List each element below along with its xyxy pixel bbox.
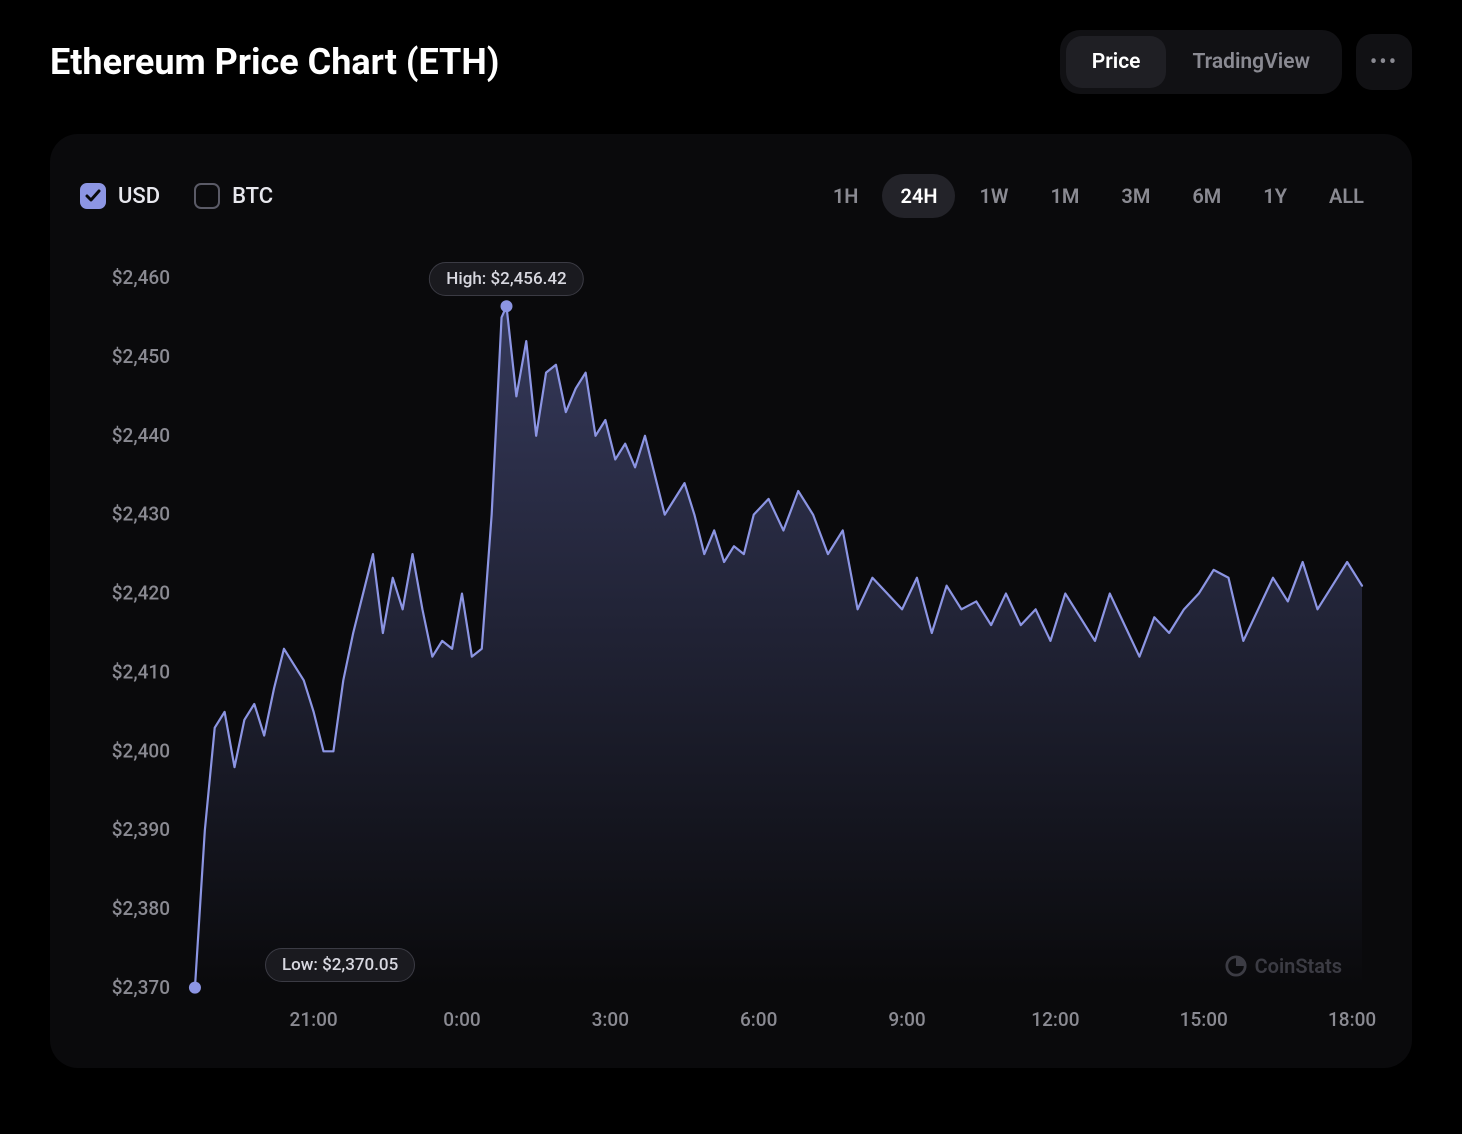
svg-text:$2,400: $2,400 [112,739,170,762]
range-3m[interactable]: 3M [1103,174,1168,218]
watermark: CoinStats [1225,954,1342,978]
svg-text:$2,370: $2,370 [112,976,170,999]
checkbox-usd-box [80,183,106,209]
svg-text:$2,430: $2,430 [112,503,170,526]
svg-text:3:00: 3:00 [592,1008,629,1031]
view-tab-group: Price TradingView [1060,30,1342,94]
tab-price[interactable]: Price [1066,36,1167,88]
checkbox-usd-label: USD [118,184,160,209]
chart-area: $2,370 $2,380 $2,390 $2,400 $2,410 $2,420 $2,4… [80,268,1382,1038]
checkbox-btc[interactable]: BTC [194,183,273,209]
svg-text:18:00: 18:00 [1328,1008,1376,1031]
svg-text:$2,380: $2,380 [112,897,170,920]
svg-text:$2,460: $2,460 [112,268,170,289]
checkbox-btc-box [194,183,220,209]
chart-options-row: USD BTC 1H 24H 1W 1M 3M 6M 1Y ALL [80,174,1382,218]
range-all[interactable]: ALL [1311,174,1382,218]
header-controls: Price TradingView ••• [1060,30,1412,94]
svg-text:$2,440: $2,440 [112,424,170,447]
check-icon [85,188,101,204]
more-options-button[interactable]: ••• [1356,34,1412,90]
watermark-text: CoinStats [1255,954,1342,978]
range-1w[interactable]: 1W [961,174,1026,218]
svg-text:12:00: 12:00 [1031,1008,1079,1031]
svg-text:$2,420: $2,420 [112,582,170,605]
checkbox-btc-label: BTC [232,184,273,209]
tab-tradingview[interactable]: TradingView [1166,36,1336,88]
svg-text:9:00: 9:00 [888,1008,925,1031]
range-24h[interactable]: 24H [882,174,955,218]
range-1h[interactable]: 1H [815,174,877,218]
page-title: Ethereum Price Chart (ETH) [50,41,499,83]
svg-text:$2,410: $2,410 [112,660,170,683]
tooltip-low: Low: $2,370.05 [265,948,415,982]
svg-text:15:00: 15:00 [1180,1008,1228,1031]
svg-text:6:00: 6:00 [740,1008,777,1031]
svg-text:$2,450: $2,450 [112,345,170,368]
currency-checkbox-group: USD BTC [80,183,273,209]
range-1m[interactable]: 1M [1032,174,1097,218]
svg-text:0:00: 0:00 [443,1008,480,1031]
checkbox-usd[interactable]: USD [80,183,160,209]
chart-card: USD BTC 1H 24H 1W 1M 3M 6M 1Y ALL [50,134,1412,1068]
coinstats-icon [1225,955,1247,977]
svg-text:21:00: 21:00 [290,1008,338,1031]
page-header: Ethereum Price Chart (ETH) Price Trading… [50,30,1412,94]
svg-text:$2,390: $2,390 [112,818,170,841]
price-line-chart: $2,370 $2,380 $2,390 $2,400 $2,410 $2,420 $2,4… [80,268,1382,1038]
more-icon: ••• [1370,50,1398,75]
time-range-group: 1H 24H 1W 1M 3M 6M 1Y ALL [815,174,1382,218]
range-6m[interactable]: 6M [1174,174,1239,218]
range-1y[interactable]: 1Y [1245,174,1305,218]
tooltip-high: High: $2,456.42 [429,262,583,296]
